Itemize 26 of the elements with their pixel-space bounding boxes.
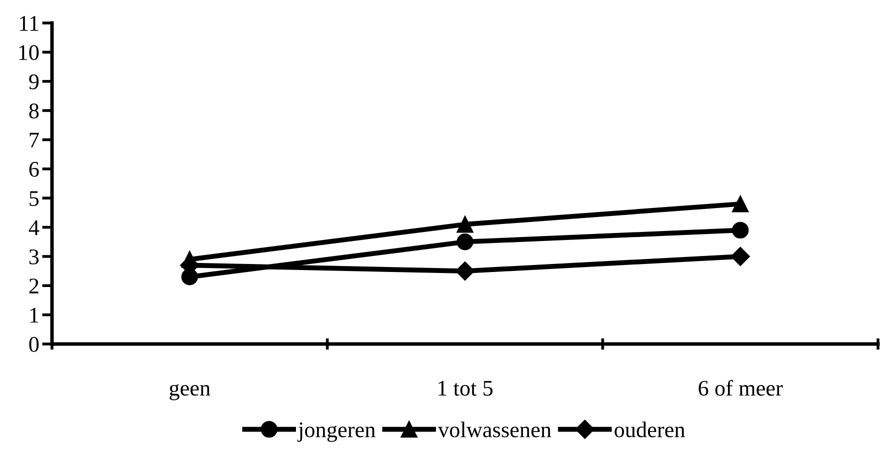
x-tick-label: 6 of meer — [698, 380, 783, 396]
point — [181, 268, 198, 286]
legend-label: volwassenen — [438, 422, 552, 438]
y-tick-label: 4 — [28, 220, 40, 235]
point — [456, 234, 474, 250]
x-tick-label: 1 tot 5 — [438, 380, 493, 396]
y-tick-label: 8 — [29, 103, 39, 118]
point — [455, 262, 475, 281]
point — [181, 251, 198, 268]
y-tick-label: 10 — [19, 45, 39, 60]
y-tick-label: 7 — [30, 132, 39, 148]
point — [732, 222, 749, 239]
y-tick-label: 1 — [30, 308, 38, 323]
point — [730, 246, 750, 266]
point — [732, 196, 749, 212]
y-tick-label: 3 — [29, 249, 39, 264]
point — [456, 216, 474, 233]
y-tick-label: 5 — [30, 191, 39, 206]
y-tick-label: 9 — [29, 74, 39, 90]
y-tick-label: 2 — [29, 278, 38, 294]
y-tick-label: 6 — [29, 162, 39, 177]
x-tick-label: geen — [170, 384, 210, 400]
legend-label: ouderen — [614, 422, 685, 438]
y-tick-label: 0 — [29, 336, 39, 352]
y-tick-label: 11 — [20, 16, 38, 31]
legend-label: jongeren — [297, 422, 376, 442]
